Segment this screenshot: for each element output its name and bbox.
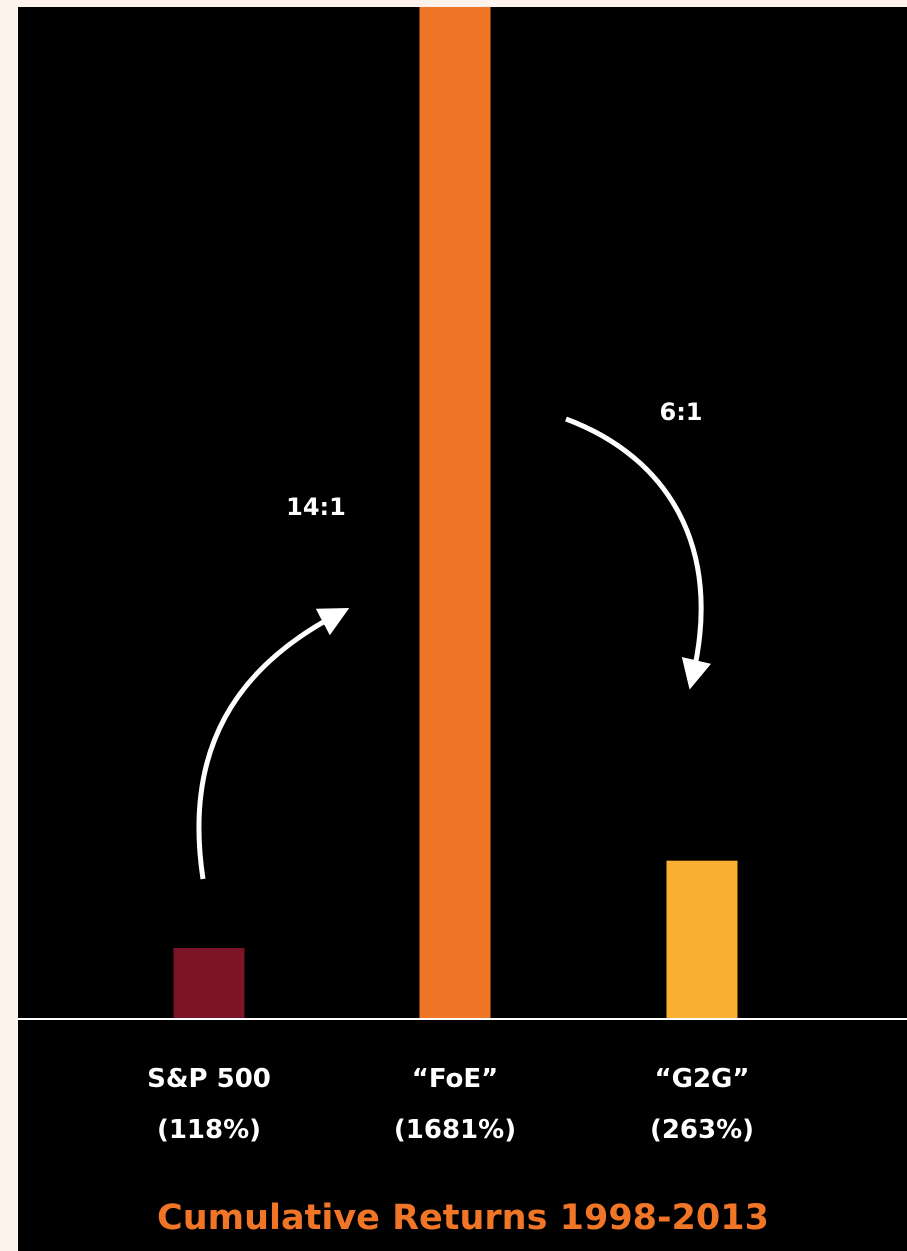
bar-chart: S&P 500 “FoE” “G2G” (118%) (1681%) (263%) 14… bbox=[18, 7, 907, 1238]
ratio-arrow-sp500-to-foe bbox=[196, 607, 350, 880]
category-label-g2g: “G2G” bbox=[655, 1064, 750, 1094]
bar-s-p-500 bbox=[173, 947, 245, 1019]
value-label-g2g: (263%) bbox=[650, 1115, 754, 1145]
bar-foe bbox=[419, 7, 491, 1019]
ratio-arrow-foe-to-g2g bbox=[565, 416, 712, 690]
ratio-label-14-to-1: 14:1 bbox=[286, 493, 346, 521]
bars-group bbox=[173, 7, 738, 1019]
category-label-foe: “FoE” bbox=[412, 1064, 499, 1094]
value-labels: (118%) (1681%) (263%) bbox=[157, 1115, 754, 1145]
value-label-s-p-500: (118%) bbox=[157, 1115, 261, 1145]
chart-panel: S&P 500 “FoE” “G2G” (118%) (1681%) (263%) 14… bbox=[18, 7, 907, 1251]
category-label-s-p-500: S&P 500 bbox=[147, 1064, 271, 1094]
category-labels: S&P 500 “FoE” “G2G” bbox=[147, 1064, 749, 1094]
bar-g2g bbox=[666, 860, 738, 1019]
ratio-label-6-to-1: 6:1 bbox=[660, 398, 703, 426]
chart-title: Cumulative Returns 1998-2013 bbox=[157, 1198, 769, 1238]
value-label-foe: (1681%) bbox=[394, 1115, 516, 1145]
